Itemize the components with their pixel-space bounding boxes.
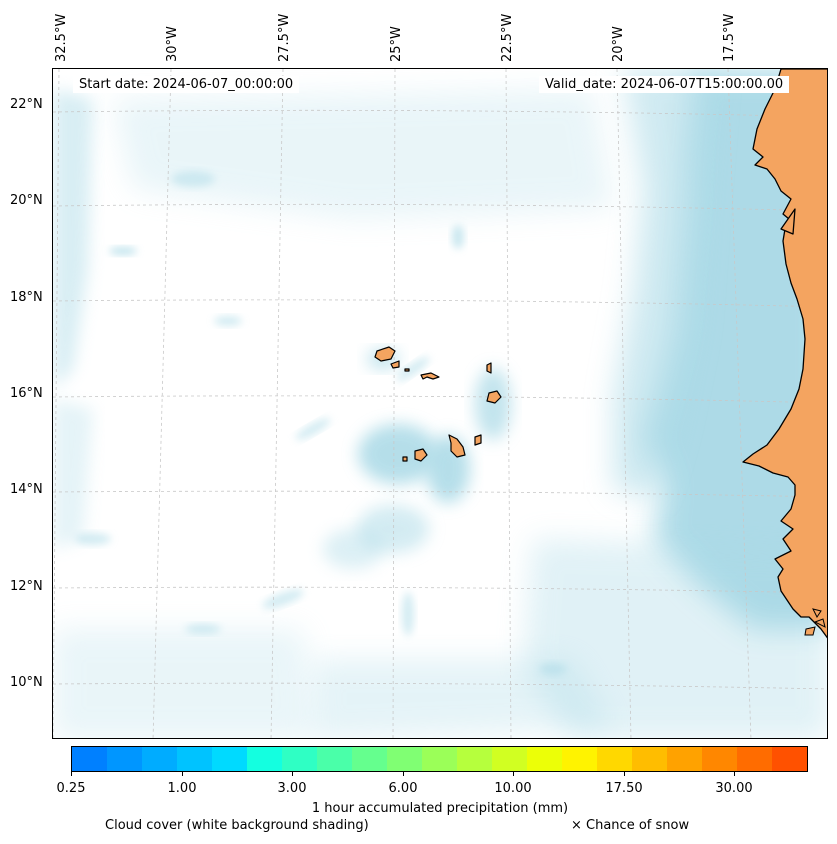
cb-tickmark (182, 772, 183, 776)
santa-luzia-island (404, 368, 410, 372)
cape-verde-islands (374, 346, 502, 462)
colorbar-segment (72, 747, 107, 771)
boa-vista-island (486, 390, 502, 404)
cb-tick-label: 0.25 (56, 781, 86, 796)
santiago-island (448, 434, 466, 458)
colorbar-segment (597, 747, 632, 771)
sao-nicolau-island (420, 372, 440, 380)
cb-tick-label: 3.00 (277, 781, 307, 796)
graticule (53, 69, 827, 738)
sal-island (486, 362, 492, 374)
colorbar-segment (317, 747, 352, 771)
lat-label-16n: 16°N (10, 386, 43, 401)
lat-label-10n: 10°N (10, 675, 43, 690)
cb-tickmark (624, 772, 625, 776)
cb-tickmark (292, 772, 293, 776)
fogo-island (414, 448, 428, 462)
colorbar-segment (352, 747, 387, 771)
colorbar-segment (387, 747, 422, 771)
colorbar-segment (632, 747, 667, 771)
cb-tickmark (734, 772, 735, 776)
lon-label-20w: 20°W (611, 26, 626, 62)
cb-tick-label: 30.00 (715, 781, 753, 796)
valid-date-label: Valid_date: 2024-06-07T15:00:00.00 (539, 76, 790, 93)
colorbar-segment (282, 747, 317, 771)
santo-antao-island (374, 346, 396, 362)
snow-legend: × Chance of snow (571, 818, 690, 833)
lon-label-30w: 30°W (165, 26, 180, 62)
lon-label-25w: 25°W (389, 26, 404, 62)
colorbar-segment (492, 747, 527, 771)
brava-island (402, 456, 408, 462)
cb-tickmark (513, 772, 514, 776)
colorbar-segment (527, 747, 562, 771)
lat-label-14n: 14°N (10, 482, 43, 497)
colorbar-segment (212, 747, 247, 771)
cloud-cover-legend: Cloud cover (white background shading) (105, 818, 369, 833)
colorbar-segment (457, 747, 492, 771)
cb-tickmark (71, 772, 72, 776)
map-canvas (53, 69, 827, 738)
cb-tickmark (403, 772, 404, 776)
colorbar-segment (247, 747, 282, 771)
cb-tick-label: 17.50 (605, 781, 643, 796)
start-date-label: Start date: 2024-06-07_00:00:00 (73, 76, 300, 93)
colorbar-segment (422, 747, 457, 771)
map-frame (52, 68, 828, 739)
colorbar-title: 1 hour accumulated precipitation (mm) (311, 801, 569, 816)
lon-label-32-5w: 32.5°W (54, 13, 69, 62)
cb-tick-label: 1.00 (167, 781, 197, 796)
colorbar-segment (702, 747, 737, 771)
lon-label-27-5w: 27.5°W (277, 13, 292, 62)
colorbar-segment (772, 747, 807, 771)
colorbar-segment (107, 747, 142, 771)
mainland-africa (742, 69, 827, 639)
maio-island (474, 434, 482, 446)
cb-tick-label: 6.00 (388, 781, 418, 796)
bijagos-islands (804, 608, 826, 636)
lat-label-18n: 18°N (10, 290, 43, 305)
colorbar-segment (562, 747, 597, 771)
lat-label-12n: 12°N (10, 579, 43, 594)
colorbar-segment (177, 747, 212, 771)
colorbar-segment (142, 747, 177, 771)
colorbar-segment (667, 747, 702, 771)
sao-vicente-island (390, 360, 400, 369)
cloud-cover-layer (53, 69, 827, 738)
lon-label-17-5w: 17.5°W (722, 13, 737, 62)
lon-label-22-5w: 22.5°W (500, 13, 515, 62)
colorbar-segment (737, 747, 772, 771)
cb-tick-label: 10.00 (494, 781, 532, 796)
precipitation-colorbar (71, 746, 808, 772)
lat-label-20n: 20°N (10, 193, 43, 208)
lat-label-22n: 22°N (10, 97, 43, 112)
